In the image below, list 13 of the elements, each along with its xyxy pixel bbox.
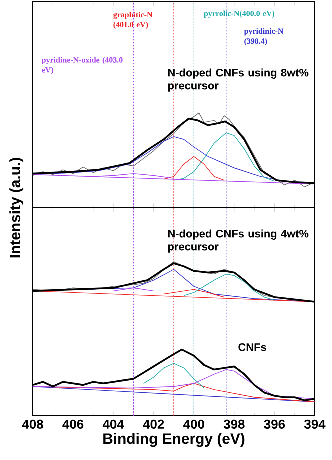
x-tick-label: 400 (184, 420, 204, 429)
text: N-doped CNFs using 4wt% precursor (168, 230, 309, 253)
x-tick-label: 406 (62, 420, 84, 429)
annotation: CNFs (238, 343, 266, 352)
x-tick-label: 404 (102, 420, 124, 429)
x-tick-label: 402 (143, 420, 164, 429)
x-tick-label: 408 (22, 420, 44, 429)
x-tick-label: 396 (264, 420, 286, 430)
text: N-doped CNFs using 8wt% precursor (168, 68, 309, 92)
x-tick-label: 394 (304, 420, 326, 430)
x-axis-title: Binding Energy (eV) (104, 433, 245, 448)
y-axis-title: Intensity (a.u.) (10, 158, 24, 258)
x-tick-label: 398 (224, 420, 245, 430)
